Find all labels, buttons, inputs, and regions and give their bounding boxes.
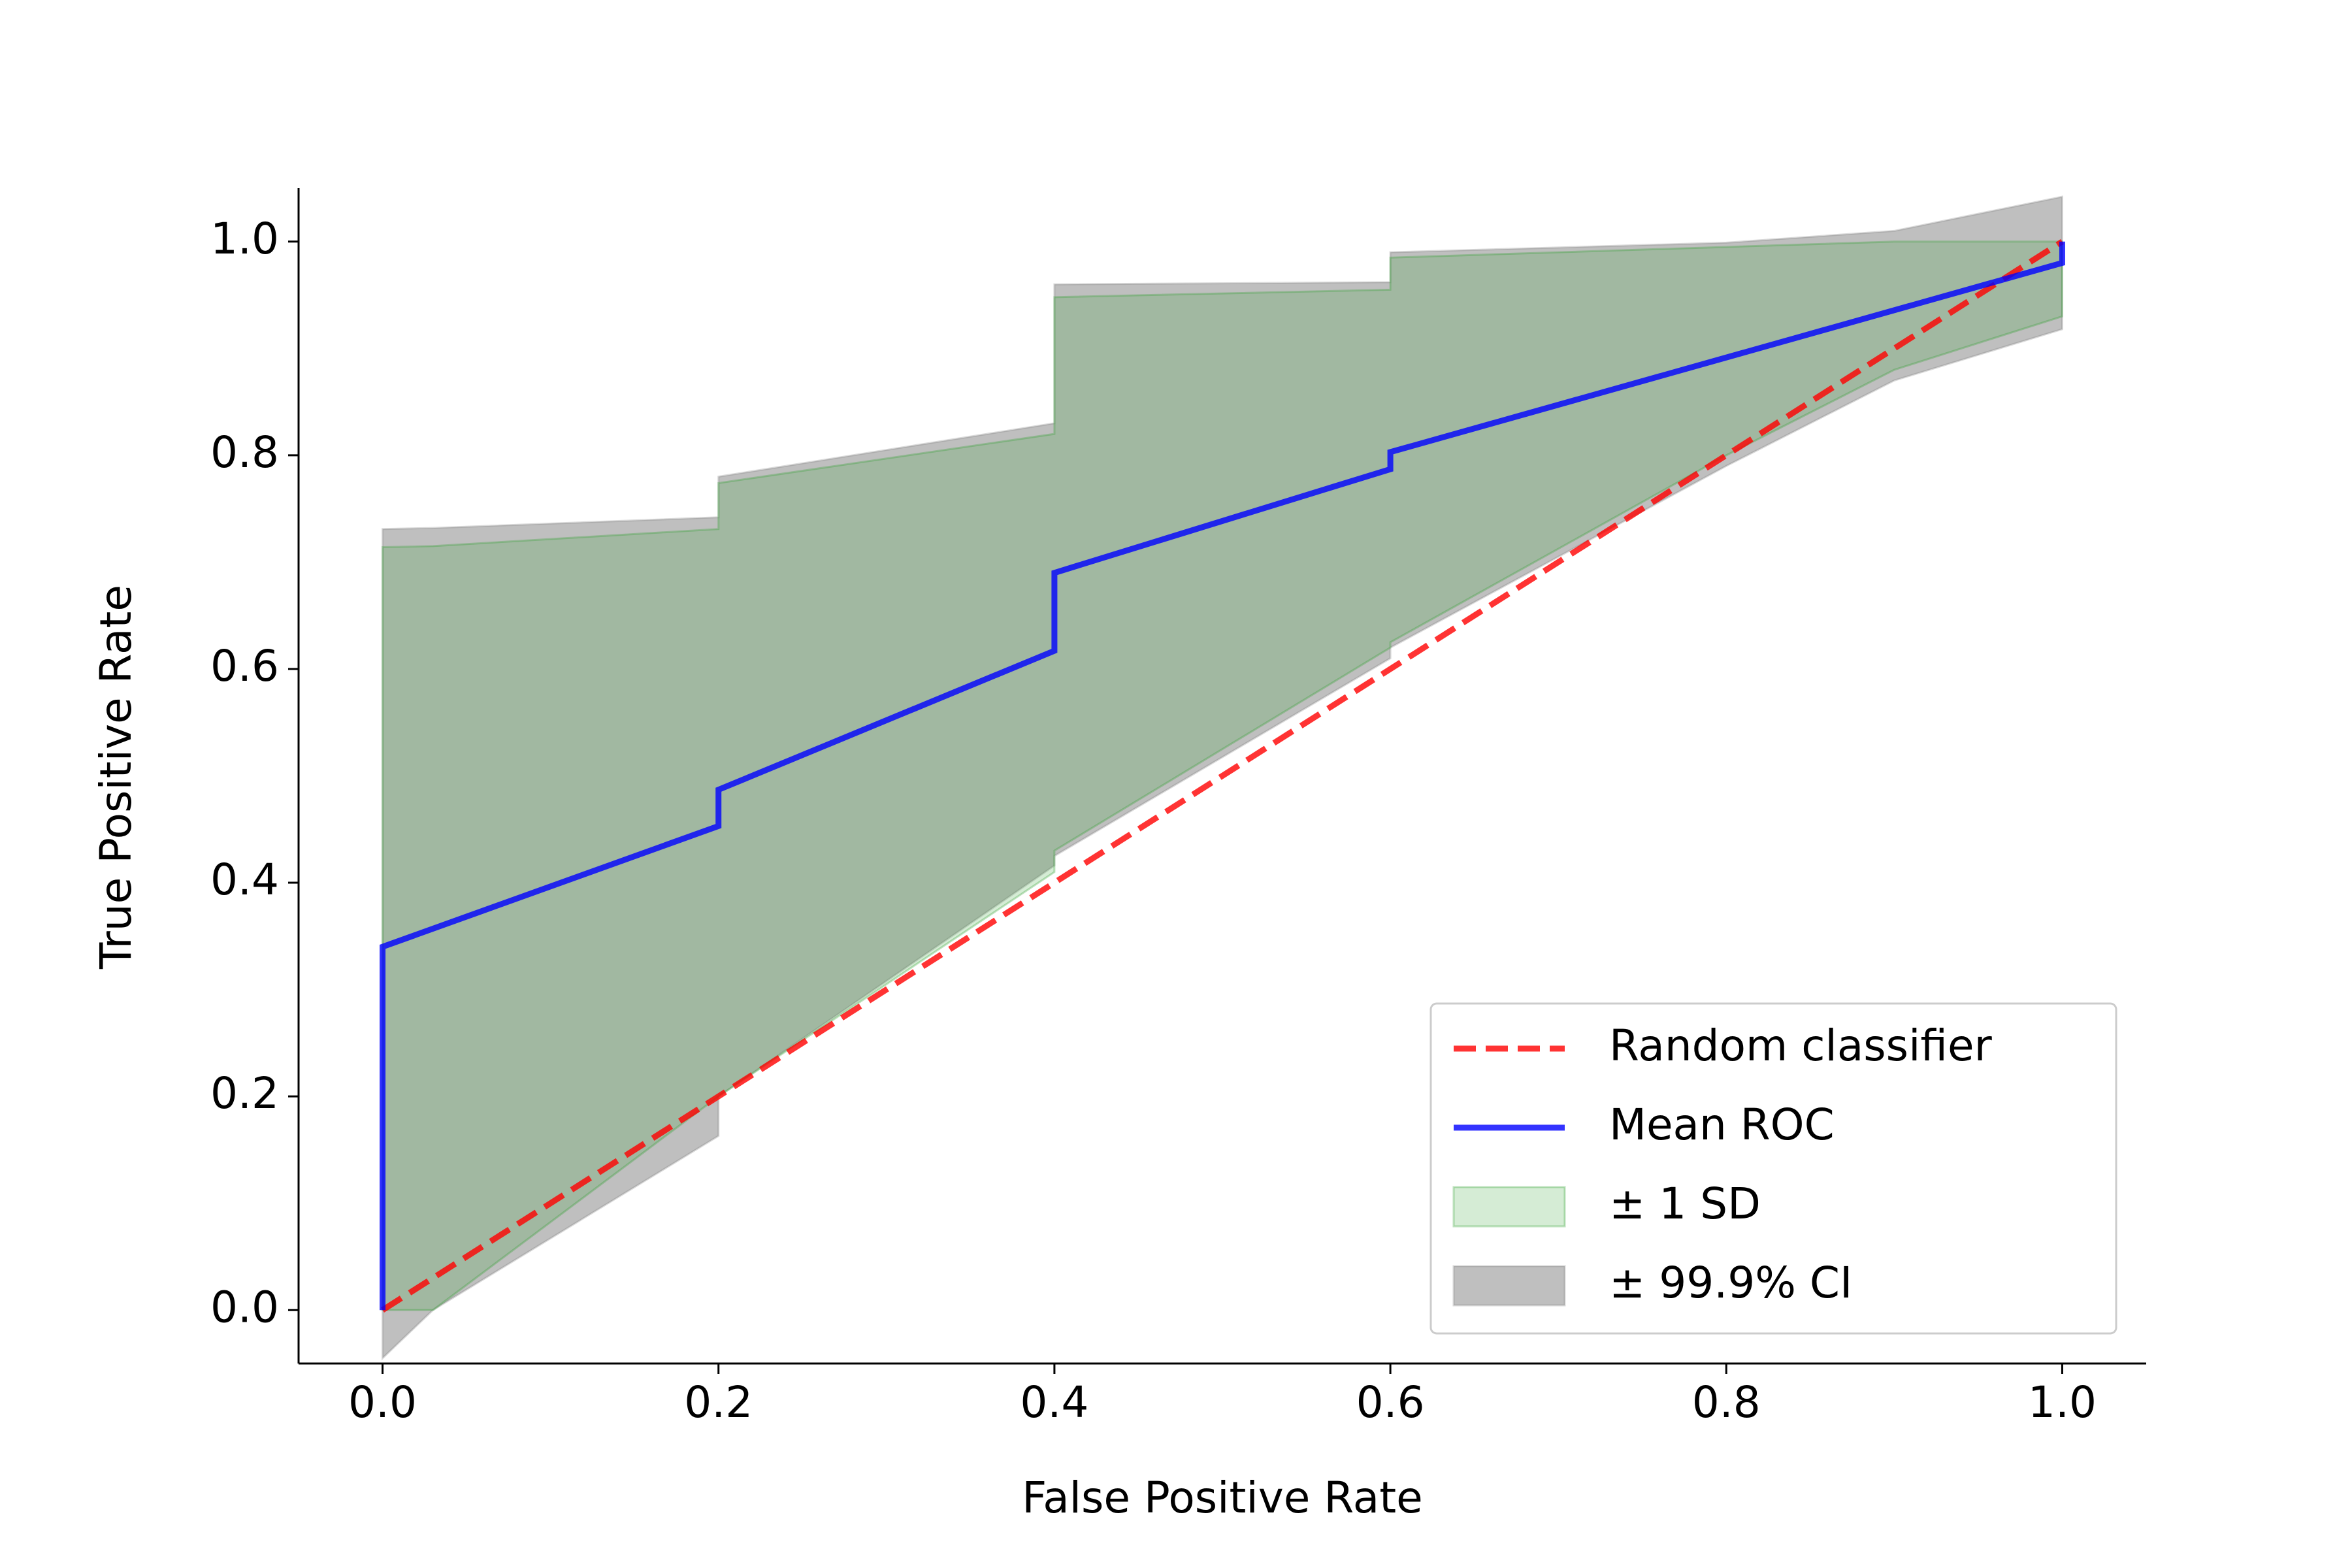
confidence-band bbox=[382, 240, 2063, 1311]
y-axis-label: True Positive Rate bbox=[91, 585, 141, 970]
x-tick-label: 0.0 bbox=[348, 1377, 417, 1428]
legend: Random classifier Mean ROC ± 1 SD ± 99.9% C… bbox=[1429, 1002, 2117, 1335]
y-tick-label: 0.2 bbox=[210, 1068, 279, 1119]
y-tick-label: 0.8 bbox=[210, 427, 279, 478]
legend-label: Random classifier bbox=[1609, 1021, 1993, 1071]
legend-swatch bbox=[1452, 1265, 1566, 1307]
x-tick-label: 0.2 bbox=[684, 1377, 753, 1428]
diagonal-line bbox=[381, 238, 2064, 1313]
x-tick-label: 1.0 bbox=[2028, 1377, 2097, 1428]
y-tick-label: 0.0 bbox=[210, 1282, 279, 1332]
x-tick-label: 0.6 bbox=[1356, 1377, 1425, 1428]
x-axis-label: False Positive Rate bbox=[1022, 1473, 1422, 1523]
x-tick-label: 0.8 bbox=[1692, 1377, 1761, 1428]
legend-label: Mean ROC bbox=[1609, 1100, 1835, 1150]
legend-label: ± 99.9% CI bbox=[1609, 1258, 1852, 1308]
legend-frame bbox=[1429, 1002, 2117, 1335]
x-tick-label: 0.4 bbox=[1020, 1377, 1088, 1428]
legend-swatch bbox=[1452, 1186, 1566, 1228]
roc-line bbox=[380, 241, 2065, 1311]
confidence-band bbox=[382, 195, 2063, 1361]
legend-label: ± 1 SD bbox=[1609, 1179, 1761, 1229]
y-tick-label: 0.4 bbox=[210, 855, 279, 905]
y-tick-label: 1.0 bbox=[210, 214, 279, 264]
y-tick-label: 0.6 bbox=[210, 641, 279, 691]
